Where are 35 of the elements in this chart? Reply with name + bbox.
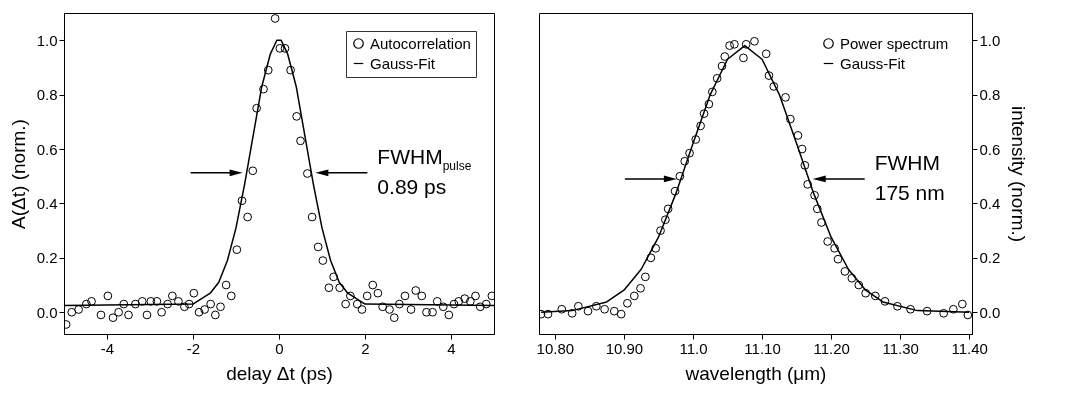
x-tick-label: 10.90 [605, 339, 644, 357]
y2-tick-label: 1.0 [979, 31, 1001, 49]
y2-tick-label: 0.0 [979, 303, 1001, 321]
legend-label: Gauss-Fit [840, 54, 906, 72]
x-tick-label: 4 [447, 339, 456, 357]
x-tick-label: 11.20 [813, 339, 850, 357]
y-tick-label: 0.2 [36, 249, 58, 267]
y2-tick-label: 0.8 [979, 86, 1001, 104]
y-axis-title: A(Δt) (norm.) [7, 119, 29, 229]
y-tick-label: 0.4 [36, 194, 58, 212]
annotation: 0.89 ps [377, 174, 447, 198]
x-axis-title: delay Δt (ps) [226, 362, 333, 384]
x-tick-label: 11.40 [951, 339, 988, 357]
annotation: FWHM [874, 150, 941, 174]
y2-tick-label: 0.2 [979, 249, 1001, 267]
y2-axis-title: intensity (norm.) [1008, 105, 1030, 243]
x-tick-label: -2 [186, 339, 201, 357]
x-tick-label: 11.0 [679, 339, 708, 357]
y-tick-label: 0.8 [36, 86, 58, 104]
y2-tick-label: 0.6 [979, 140, 1001, 158]
y2-tick-label: 0.4 [979, 194, 1001, 212]
legend-label: Autocorrelation [370, 34, 471, 52]
x-axis-title: wavelength (μm) [684, 362, 827, 384]
x-tick-label: 2 [361, 339, 370, 357]
legend-label: Power spectrum [840, 34, 949, 52]
x-tick-label: 10.80 [536, 339, 575, 357]
x-tick-label: -4 [100, 339, 115, 357]
annotation: 175 nm [874, 180, 945, 204]
y-tick-label: 0.6 [36, 140, 58, 158]
legend-label: Gauss-Fit [370, 54, 436, 72]
x-tick-label: 0 [275, 339, 284, 357]
x-tick-label: 11.10 [744, 339, 781, 357]
y-tick-label: 1.0 [36, 31, 58, 49]
y-tick-label: 0.0 [36, 303, 58, 321]
x-tick-label: 11.30 [882, 339, 919, 357]
